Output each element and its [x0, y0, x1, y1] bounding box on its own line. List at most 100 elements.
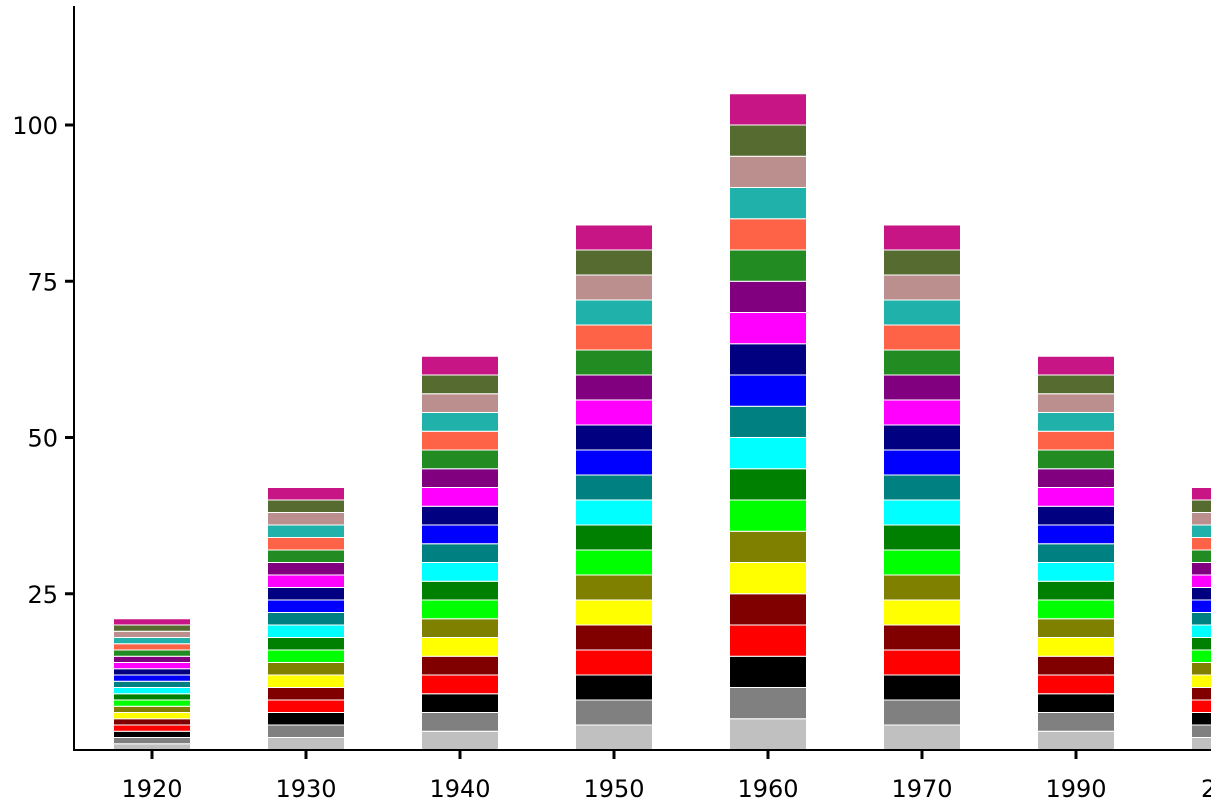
bar-segment-1950-19: [575, 274, 653, 301]
bar-segment-1940-7: [421, 618, 499, 638]
bar-segment-1940-10: [421, 562, 499, 582]
bar-segment-2000-2: [1191, 724, 1211, 738]
bar-segment-1970-13: [883, 424, 961, 451]
bar-segment-1960-18: [729, 187, 807, 220]
x-tick-label-1960: 1960: [737, 775, 798, 803]
bar-segment-2000-13: [1191, 587, 1211, 601]
bar-segment-1950-8: [575, 549, 653, 576]
bar-segment-1970-8: [883, 549, 961, 576]
bar-segment-1970-1: [883, 724, 961, 751]
bar-segment-1950-16: [575, 349, 653, 376]
bar-segment-1970-7: [883, 574, 961, 601]
bar-segment-1930-11: [267, 612, 345, 626]
bar-segment-1990-14: [1037, 487, 1115, 507]
bar-segment-2000-6: [1191, 674, 1211, 688]
y-tick-label-50: 50: [27, 425, 58, 453]
bar-segment-1970-10: [883, 499, 961, 526]
bar-segment-1940-21: [421, 355, 499, 376]
bar-segment-1990-13: [1037, 505, 1115, 526]
bar-segment-1970-2: [883, 699, 961, 726]
bar-segment-1940-8: [421, 599, 499, 620]
bar-segment-2000-19: [1191, 512, 1211, 526]
bar-segment-1930-14: [267, 574, 345, 588]
bar-segment-1920-21: [113, 618, 191, 626]
bar-segment-1990-16: [1037, 449, 1115, 470]
bar-segment-1930-10: [267, 624, 345, 638]
bar-segment-2000-11: [1191, 612, 1211, 626]
bar-segment-2000-18: [1191, 524, 1211, 538]
bar-segment-1930-5: [267, 687, 345, 701]
bar-segment-1960-10: [729, 437, 807, 470]
bar-segment-1990-4: [1037, 674, 1115, 695]
bar-segment-1970-9: [883, 524, 961, 551]
bar-segment-1990-6: [1037, 637, 1115, 657]
bar-segment-2000-12: [1191, 599, 1211, 613]
bar-segment-1950-9: [575, 524, 653, 551]
bar-segment-1920-9: [113, 693, 191, 701]
bar-segment-2000-17: [1191, 537, 1211, 551]
bar-segment-1960-16: [729, 249, 807, 282]
bar-segment-1930-17: [267, 537, 345, 551]
bar-segment-1940-5: [421, 655, 499, 676]
bar-segment-1950-10: [575, 499, 653, 526]
bar-segment-1920-2: [113, 737, 191, 745]
bar-segment-1920-10: [113, 687, 191, 695]
bar-segment-1970-5: [883, 624, 961, 651]
bar-segment-1950-11: [575, 474, 653, 501]
bar-segment-1930-9: [267, 637, 345, 651]
bar-segment-1960-21: [729, 93, 807, 126]
bar-segment-1960-17: [729, 218, 807, 251]
bar-segment-1990-3: [1037, 693, 1115, 713]
bar-segment-1990-20: [1037, 374, 1115, 395]
bar-segment-1930-3: [267, 712, 345, 726]
x-tick-label-1990: 1990: [1045, 775, 1106, 803]
bar-segment-1920-19: [113, 630, 191, 638]
bar-segment-1920-6: [113, 712, 191, 720]
bar-segment-1960-5: [729, 593, 807, 626]
bar-segment-1990-5: [1037, 655, 1115, 676]
bar-segment-1970-6: [883, 599, 961, 626]
bar-segment-1960-2: [729, 687, 807, 720]
bar-segment-1930-20: [267, 499, 345, 513]
bar-segment-1920-13: [113, 668, 191, 676]
bar-segment-1920-11: [113, 680, 191, 688]
bar-segment-1920-4: [113, 724, 191, 732]
bar-segment-1930-2: [267, 724, 345, 738]
bar-segment-1970-16: [883, 349, 961, 376]
bar-segment-1960-1: [729, 718, 807, 751]
bar-segment-1950-18: [575, 299, 653, 326]
bar-segment-1930-7: [267, 662, 345, 676]
bar-segment-1940-19: [421, 393, 499, 413]
bar-segment-1950-3: [575, 674, 653, 701]
bar-segment-1960-7: [729, 530, 807, 563]
bar-segment-1930-16: [267, 549, 345, 563]
bar-segment-1940-17: [421, 430, 499, 451]
x-axis-ticks: 1920 1930 1940 1950 1960 1970 1990 2: [121, 750, 1211, 803]
bar-segment-1950-20: [575, 249, 653, 276]
bar-segment-1970-19: [883, 274, 961, 301]
bar-segment-1930-21: [267, 487, 345, 501]
bar-segment-2000-3: [1191, 712, 1211, 726]
bar-segment-1950-14: [575, 399, 653, 426]
x-tick-label-1970: 1970: [891, 775, 952, 803]
bar-segment-1930-4: [267, 699, 345, 713]
bar-segment-1960-15: [729, 280, 807, 313]
bar-segment-1990-18: [1037, 412, 1115, 432]
bar-segment-1990-1: [1037, 730, 1115, 751]
bar-segment-1960-8: [729, 499, 807, 532]
bar-segment-1940-1: [421, 730, 499, 751]
bar-segment-1920-12: [113, 674, 191, 682]
bar-segment-1920-7: [113, 705, 191, 713]
bar-segment-1940-2: [421, 712, 499, 732]
bar-segment-1950-15: [575, 374, 653, 401]
bar-segment-1960-19: [729, 155, 807, 188]
bar-segment-1930-18: [267, 524, 345, 538]
bar-segment-1930-12: [267, 599, 345, 613]
bar-segment-1990-15: [1037, 468, 1115, 488]
y-tick-label-100: 100: [12, 112, 58, 140]
bar-segment-1940-3: [421, 693, 499, 713]
bar-segment-2000-5: [1191, 687, 1211, 701]
bar-segment-1990-10: [1037, 562, 1115, 582]
bar-segment-1970-21: [883, 224, 961, 251]
y-axis-ticks: 25 50 75 100: [12, 112, 74, 609]
